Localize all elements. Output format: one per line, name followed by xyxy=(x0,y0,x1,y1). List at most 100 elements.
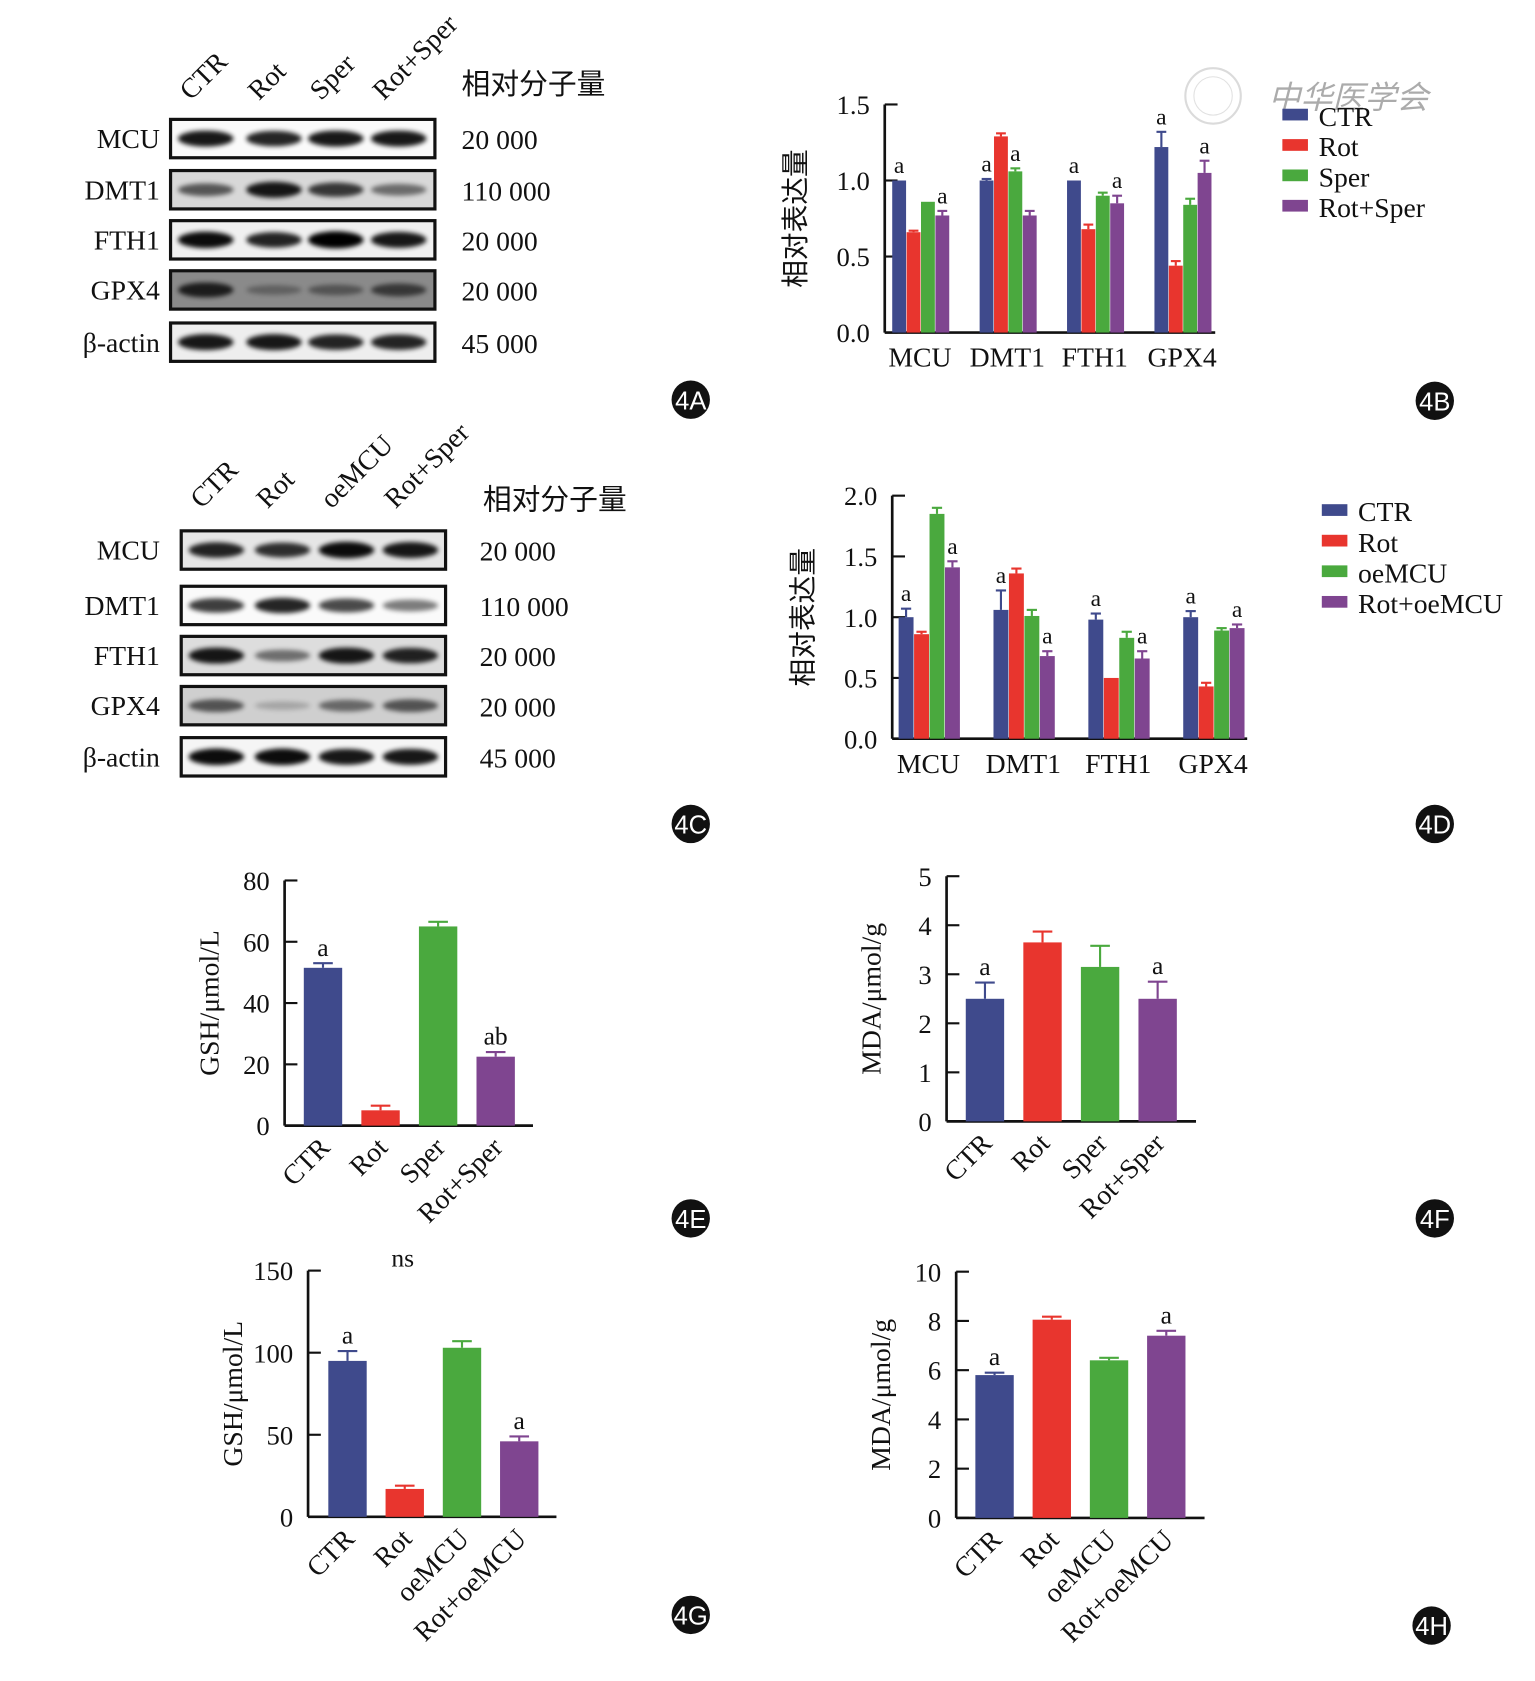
x-tick-label: GPX4 xyxy=(1178,748,1247,779)
x-tick-label: CTR xyxy=(938,1127,998,1187)
bar xyxy=(929,513,945,739)
protein-band xyxy=(254,701,311,710)
y-tick-label: 4 xyxy=(918,911,931,941)
bar xyxy=(1024,615,1040,739)
y-axis-label: 相对表达量 xyxy=(787,548,818,687)
significance-label: a xyxy=(937,183,948,209)
protein-band xyxy=(188,598,245,613)
bar xyxy=(944,567,960,739)
protein-band xyxy=(246,181,302,198)
protein-label: FTH1 xyxy=(94,224,160,255)
blot-row: DMT1 110 000 xyxy=(84,584,569,627)
svg-text:4B: 4B xyxy=(1419,388,1450,416)
bar xyxy=(1032,1319,1071,1518)
y-tick-label: 0.5 xyxy=(844,664,877,694)
protein-label: MCU xyxy=(97,535,160,566)
significance-label: a xyxy=(1232,597,1243,623)
protein-band xyxy=(308,130,364,147)
x-tick-label: DMT1 xyxy=(986,748,1061,779)
legend-label: Sper xyxy=(1319,162,1370,193)
y-tick-label: 0 xyxy=(256,1111,269,1141)
bar xyxy=(1119,637,1135,739)
protein-label: DMT1 xyxy=(84,174,159,205)
blot-row: β-actin 45 000 xyxy=(83,736,556,778)
significance-label: a xyxy=(317,933,328,962)
bar xyxy=(1008,573,1024,739)
lane-label: Rot+Sper xyxy=(366,8,463,105)
legend-label: CTR xyxy=(1358,496,1412,527)
x-tick-label: GPX4 xyxy=(1148,342,1217,373)
legend-swatch xyxy=(1321,595,1348,608)
molecular-weight: 45 000 xyxy=(462,328,538,359)
legend-swatch xyxy=(1321,504,1348,516)
legend-label: Rot xyxy=(1319,131,1359,162)
protein-band xyxy=(318,541,375,559)
significance-label: a xyxy=(901,581,912,607)
panel-badge-4H: 4H xyxy=(1412,1606,1451,1645)
bar xyxy=(1147,1335,1186,1518)
bar xyxy=(975,1375,1014,1518)
bar xyxy=(361,1110,400,1126)
bar xyxy=(418,926,458,1126)
bar xyxy=(1067,180,1081,333)
watermark-logo: 中华医学会 xyxy=(1184,67,1431,125)
significance-label: ab xyxy=(484,1022,508,1051)
molecular-weight: 20 000 xyxy=(480,641,556,672)
x-tick-label: FTH1 xyxy=(1085,748,1151,779)
bar xyxy=(385,1488,424,1517)
y-axis-label: MDA/μmol/g xyxy=(855,923,886,1075)
mw-header: 相对分子量 xyxy=(462,69,606,101)
significance-label: a xyxy=(981,152,992,178)
protein-band xyxy=(254,597,311,614)
panel-badge-4E: 4E xyxy=(671,1199,710,1238)
bar xyxy=(965,998,1005,1122)
bar xyxy=(1229,628,1245,739)
y-tick-label: 1.5 xyxy=(844,542,877,572)
protein-band xyxy=(370,231,427,248)
bar xyxy=(1214,630,1230,739)
y-tick-label: 20 xyxy=(243,1050,270,1080)
y-tick-label: 0 xyxy=(280,1502,293,1532)
legend-swatch xyxy=(1282,169,1308,182)
protein-band xyxy=(318,647,375,664)
significance-label: a xyxy=(1042,624,1053,650)
molecular-weight: 20 000 xyxy=(462,124,538,155)
protein-band xyxy=(370,334,427,350)
protein-band xyxy=(254,542,311,558)
svg-text:4G: 4G xyxy=(674,1603,708,1631)
protein-band xyxy=(308,231,364,249)
y-tick-label: 8 xyxy=(928,1307,941,1337)
protein-band xyxy=(382,647,439,664)
bar xyxy=(935,215,950,333)
blot-row: FTH1 20 000 xyxy=(94,634,556,677)
protein-band xyxy=(188,699,245,713)
y-tick-label: 1.5 xyxy=(837,90,870,120)
x-tick-label: MCU xyxy=(897,748,960,779)
significance-label: a xyxy=(514,1406,525,1435)
bar xyxy=(1138,998,1177,1122)
bar xyxy=(1008,171,1023,333)
bar xyxy=(1183,617,1199,739)
legend-label: CTR xyxy=(1319,101,1373,132)
y-tick-label: 1.0 xyxy=(837,166,870,196)
y-tick-label: 50 xyxy=(267,1420,294,1450)
x-tick-label: CTR xyxy=(947,1523,1007,1583)
molecular-weight: 110 000 xyxy=(480,591,569,622)
y-tick-label: 0.5 xyxy=(837,242,870,272)
bar xyxy=(993,609,1009,739)
blot-row: MCU 20 000 xyxy=(97,117,538,160)
legend-label: Rot+oeMCU xyxy=(1358,588,1503,619)
x-tick-label: FTH1 xyxy=(1062,342,1128,373)
bar xyxy=(1134,658,1150,739)
protein-band xyxy=(178,282,234,298)
bar xyxy=(1198,686,1214,739)
significance-label: a xyxy=(1199,133,1210,159)
legend-label: Rot xyxy=(1358,527,1398,558)
y-tick-label: 1.0 xyxy=(844,603,877,633)
bar xyxy=(328,1360,367,1517)
bar xyxy=(1168,265,1183,333)
